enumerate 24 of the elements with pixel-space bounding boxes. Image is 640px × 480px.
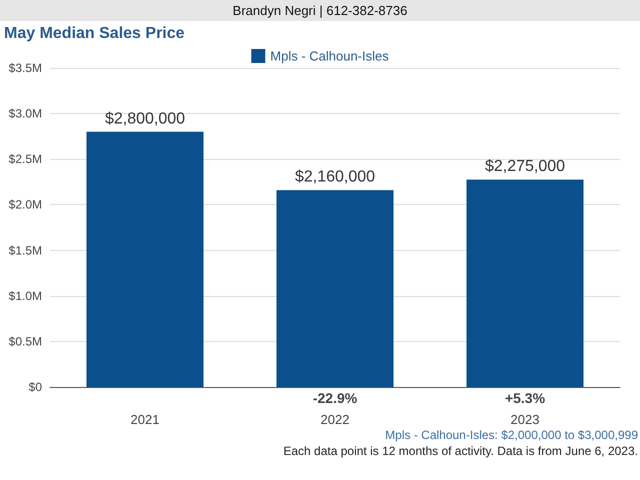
y-tick-label: $3.0M	[8, 106, 42, 121]
x-tick-label: 2022	[320, 412, 350, 427]
bar	[276, 190, 394, 387]
text: Mpls - Calhoun-Isles: $2,000,000 to $3,000,999	[385, 428, 638, 442]
text: -22.9%	[312, 390, 358, 406]
x-tick-label: 2023	[510, 412, 540, 427]
text: Brandyn Negri | 612-382-8736	[0, 0, 640, 21]
y-tick-label: $2.5M	[8, 152, 42, 166]
chart-title: May Median Sales Price	[4, 25, 185, 43]
y-tick-label: $1.0M	[8, 288, 42, 303]
data-label: $2,160,000	[294, 168, 376, 186]
bar	[466, 180, 584, 387]
bar	[86, 132, 204, 387]
data-label: $2,275,000	[484, 158, 566, 176]
y-tick-label: $3.5M	[8, 61, 42, 75]
y-tick-label: $0.5M	[8, 334, 42, 348]
y-tick-label: $0	[28, 380, 42, 394]
text: +5.3%	[504, 390, 546, 406]
legend-label: Mpls - Calhoun-Isles	[270, 48, 390, 64]
y-tick-label: $2.0M	[8, 198, 42, 212]
data-label: $2,800,000	[104, 110, 186, 128]
x-tick-label: 2021	[130, 412, 160, 427]
y-tick-label: $1.5M	[8, 243, 42, 258]
text: Each data point is 12 months of activity. Data is from June 6, 2023.	[283, 444, 638, 458]
